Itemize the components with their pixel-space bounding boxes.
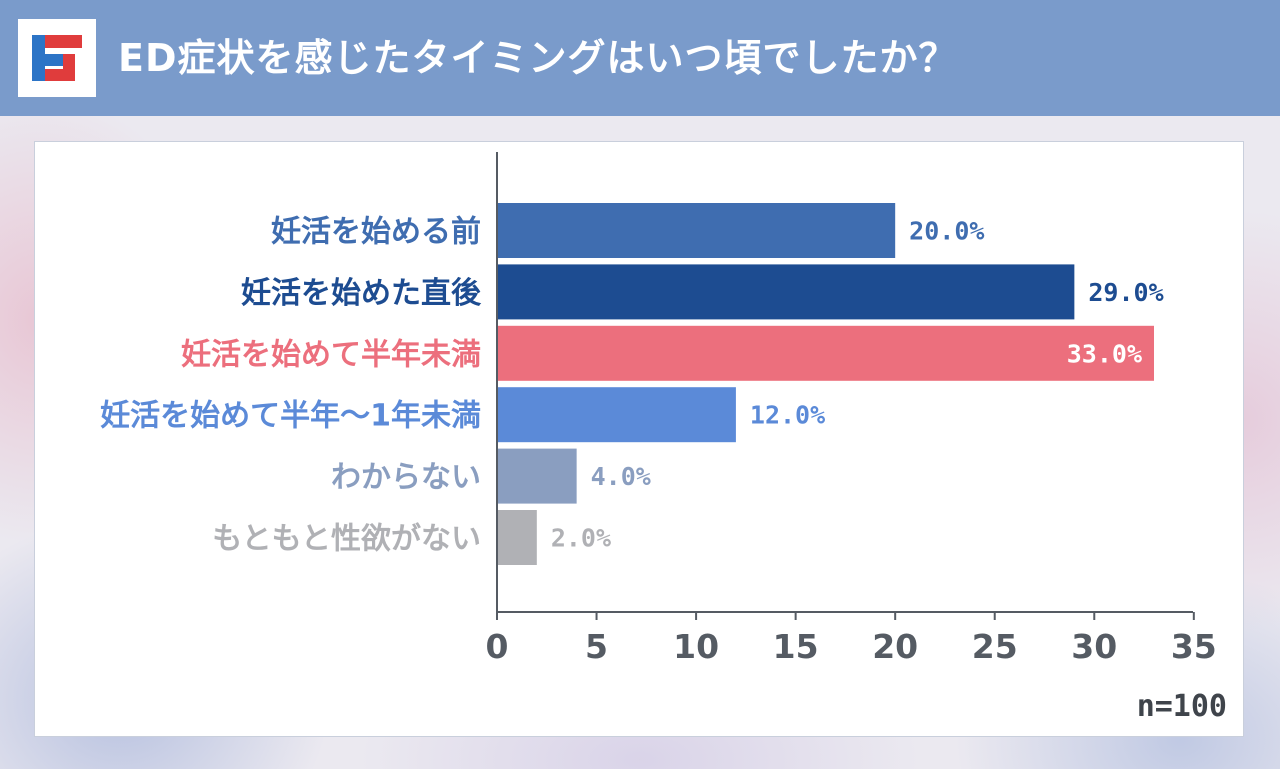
value-label-1: 20.0% — [909, 217, 984, 246]
value-label-2: 29.0% — [1088, 278, 1163, 307]
category-label-4: 妊活を始めて半年〜1年未満 — [100, 399, 481, 434]
x-tick-label-0: 0 — [486, 627, 509, 666]
chart-panel: 妊活を始める前 20.0% 妊活を始めた直後 29.0% 妊活を始めて半年未満 33.0%… — [34, 141, 1244, 737]
page-title: ED症状を感じたタイミングはいつ頃でしたか？ — [118, 36, 958, 80]
x-tick-label-5: 5 — [585, 627, 608, 666]
x-tick-label-35: 35 — [1171, 627, 1217, 666]
category-label-1: 妊活を始める前 — [271, 215, 481, 250]
bar-1 — [497, 203, 896, 258]
value-label-6: 2.0% — [551, 524, 611, 553]
x-tick-label-20: 20 — [872, 627, 918, 666]
x-tick-label-10: 10 — [673, 627, 719, 666]
value-label-4: 12.0% — [750, 401, 825, 430]
x-tick-label-25: 25 — [972, 627, 1018, 666]
value-label-5: 4.0% — [591, 462, 651, 491]
bar-2 — [497, 264, 1075, 320]
bar-6 — [497, 510, 537, 565]
category-label-5: わからない — [331, 460, 481, 495]
bar-4 — [497, 387, 736, 443]
bar-chart: 妊活を始める前 20.0% 妊活を始めた直後 29.0% 妊活を始めて半年未満 33.0%… — [100, 152, 1217, 666]
value-label-3: 33.0% — [1067, 339, 1142, 368]
brand-logo-icon — [18, 19, 96, 97]
x-tick-label-30: 30 — [1071, 627, 1117, 666]
bar-3 — [497, 325, 1154, 381]
category-label-6: もともと性欲がない — [212, 522, 481, 557]
category-label-2: 妊活を始めた直後 — [241, 276, 482, 311]
header-bar: ED症状を感じたタイミングはいつ頃でしたか？ — [0, 0, 1280, 116]
x-tick-label-15: 15 — [773, 627, 819, 666]
category-label-3: 妊活を始めて半年未満 — [181, 337, 481, 372]
bar-5 — [497, 448, 577, 504]
sample-size-label: n=100 — [1136, 689, 1227, 724]
